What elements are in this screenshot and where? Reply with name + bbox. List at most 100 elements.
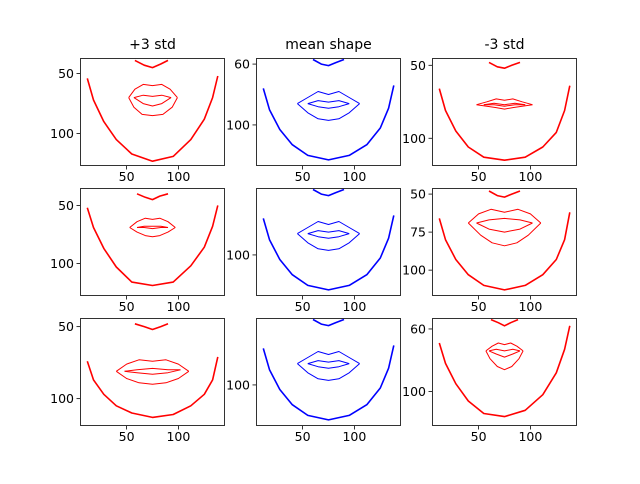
x-tick-label: 100 (166, 429, 190, 444)
inner-lip-line-0 (136, 225, 169, 228)
panel-title: +3 std (129, 37, 176, 53)
inner-lip-line-0 (476, 217, 533, 224)
y-tick-label: 100 (402, 384, 426, 399)
x-tick-label: 100 (166, 299, 190, 314)
inner-lip-line-0 (307, 360, 350, 365)
x-tick-label: 50 (119, 429, 135, 444)
x-tick-label: 100 (342, 169, 366, 184)
outer-lip-line-0 (297, 351, 360, 365)
inner-lip-line-0 (307, 230, 350, 235)
panel-curves (438, 61, 571, 161)
outer-lip-line-1 (297, 103, 360, 121)
panel-r0-c1: 50 100 60 100 mean shape (226, 37, 401, 184)
panel-curves (438, 190, 571, 291)
jaw-line (438, 212, 571, 291)
y-tick-label: 50 (410, 58, 426, 73)
panel-title: mean shape (285, 37, 371, 53)
x-tick-label: 50 (471, 429, 487, 444)
inner-lip-line-0 (483, 102, 526, 106)
panel-r2-c0: 50 100 50 100 (50, 318, 225, 444)
x-tick-label: 100 (518, 429, 542, 444)
x-tick-label: 50 (471, 299, 487, 314)
x-tick-label: 100 (166, 169, 190, 184)
panel-title: -3 std (484, 37, 524, 53)
panel-r0-c0: 50 100 50 100 +3 std (50, 37, 225, 184)
nose-line (136, 193, 169, 201)
panel-r2-c2: 50 100 60 100 (402, 318, 577, 444)
nose-line (134, 59, 169, 69)
jaw-line (438, 85, 571, 161)
x-tick-label: 100 (342, 299, 366, 314)
y-tick-label: 75 (410, 225, 426, 240)
inner-lip-line-0 (124, 367, 181, 372)
y-tick-label: 100 (50, 256, 74, 271)
inner-lip-line-0 (307, 100, 350, 105)
y-tick-label: 100 (402, 263, 426, 278)
y-tick-label: 100 (50, 126, 74, 141)
y-tick-label: 100 (226, 117, 250, 132)
jaw-line (262, 85, 395, 161)
x-tick-label: 50 (295, 429, 311, 444)
panel-curves (262, 188, 395, 291)
axes-frame (80, 188, 225, 296)
axes-frame (256, 318, 401, 426)
outer-lip-line-0 (476, 98, 533, 106)
jaw-line (86, 75, 219, 162)
inner-lip-line-1 (307, 233, 350, 239)
jaw-line (438, 325, 571, 418)
inner-lip-line-1 (488, 350, 521, 358)
inner-lip-line-1 (137, 227, 168, 230)
inner-lip-line-1 (476, 222, 533, 233)
panel-curves (262, 318, 395, 421)
x-tick-label: 100 (518, 299, 542, 314)
panel-r0-c2: 50 100 50 100 -3 std (402, 37, 577, 184)
inner-lip-line-1 (307, 103, 350, 109)
x-tick-label: 100 (342, 429, 366, 444)
outer-lip-line-1 (485, 350, 524, 371)
outer-lip-line-0 (467, 208, 542, 224)
inner-lip-line-0 (488, 348, 521, 352)
y-tick-label: 50 (58, 319, 74, 334)
panel-r1-c0: 50 100 50 100 (50, 188, 225, 314)
panel-r1-c2: 50 100 50 75 100 (402, 187, 577, 314)
y-tick-label: 60 (410, 321, 426, 336)
outer-lip-line-0 (485, 342, 524, 352)
outer-lip-line-1 (297, 233, 360, 251)
axes-frame (432, 318, 577, 426)
nose-line (312, 58, 345, 67)
x-tick-label: 50 (295, 169, 311, 184)
outer-lip-line-1 (128, 97, 178, 117)
axes-frame (80, 58, 225, 166)
outer-lip-line-0 (129, 217, 176, 228)
x-tick-label: 50 (471, 169, 487, 184)
panel-curves (86, 323, 219, 419)
axes-frame (432, 188, 577, 296)
panel-curves (86, 59, 219, 162)
panel-r1-c1: 50 100 100 (226, 188, 401, 314)
outer-lip-line-0 (128, 83, 178, 98)
nose-line (488, 190, 521, 198)
outer-lip-line-1 (129, 227, 176, 238)
jaw-line (86, 356, 219, 419)
x-tick-label: 50 (119, 299, 135, 314)
x-tick-label: 50 (295, 299, 311, 314)
outer-lip-line-1 (467, 222, 542, 247)
y-tick-label: 50 (58, 198, 74, 213)
x-tick-label: 100 (518, 169, 542, 184)
panel-r2-c1: 50 100 100 (226, 318, 401, 444)
nose-line (488, 61, 521, 69)
outer-lip-line-0 (116, 359, 190, 372)
nose-line (134, 323, 169, 331)
outer-lip-line-1 (297, 363, 360, 381)
y-tick-label: 100 (226, 377, 250, 392)
outer-lip-line-0 (297, 91, 360, 105)
y-tick-label: 50 (58, 66, 74, 81)
outer-lip-line-1 (116, 370, 190, 385)
inner-lip-line-1 (124, 369, 181, 375)
nose-line (312, 188, 345, 197)
y-tick-label: 50 (410, 187, 426, 202)
jaw-line (86, 205, 219, 287)
inner-lip-line-0 (133, 94, 172, 99)
axes-frame (432, 58, 577, 166)
